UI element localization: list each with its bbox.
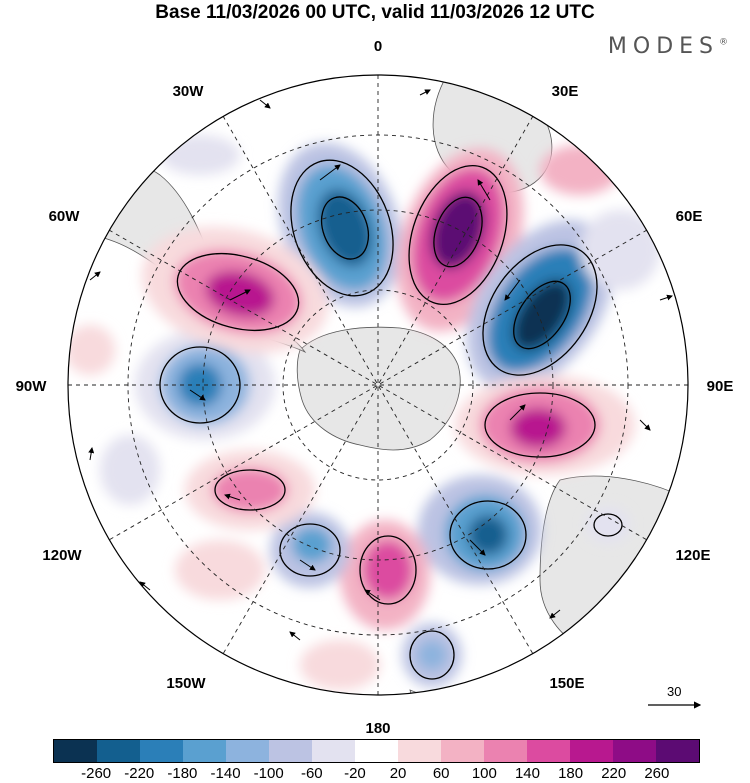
colorbar-swatch xyxy=(441,740,484,762)
colorbar-tick-label: 60 xyxy=(432,765,450,782)
colorbar-tick-label: -260 xyxy=(81,765,112,782)
colorbar-swatch xyxy=(656,740,699,762)
label-lon-30w: 30W xyxy=(173,83,205,100)
map-disk xyxy=(68,75,688,695)
anomaly-misc-weak xyxy=(68,135,660,690)
label-lon-60e: 60E xyxy=(676,208,703,225)
colorbar-tick-label: 260 xyxy=(644,765,670,782)
colorbar-tick-label: -20 xyxy=(344,765,366,782)
label-lon-150w: 150W xyxy=(166,675,206,692)
anomaly-negative-135E xyxy=(418,475,542,585)
label-lon-30e: 30E xyxy=(552,83,579,100)
colorbar-tick-label: 100 xyxy=(471,765,497,782)
colorbar-swatch xyxy=(312,740,355,762)
map-boundary xyxy=(67,74,689,696)
anomaly-negative-125E-small xyxy=(586,507,630,543)
colorbar-swatch xyxy=(570,740,613,762)
contour-lines xyxy=(159,159,623,680)
colorbar-ticks: -260 -220 -180 -140 -100 -60 -20 20 60 100 140 180 2… xyxy=(0,763,750,783)
colorbar-tick-label: 20 xyxy=(389,765,407,782)
anomaly-positive-100E xyxy=(455,375,635,475)
colorbar-tick-label: -60 xyxy=(300,765,323,782)
label-lon-180: 180 xyxy=(365,720,390,737)
colorbar-tick-label: -180 xyxy=(167,765,198,782)
graticule xyxy=(68,75,688,695)
modes-brand-logo: MODES® xyxy=(608,34,728,59)
anomaly-positive-170W xyxy=(340,520,430,630)
colorbar-tick-label: -220 xyxy=(124,765,155,782)
colorbar-swatch xyxy=(97,740,140,762)
label-lon-0: 0 xyxy=(374,38,382,55)
anomaly-positive-55W xyxy=(141,227,329,353)
colorbar-swatch xyxy=(355,740,398,762)
label-lon-60w: 60W xyxy=(49,208,81,225)
label-lon-120w: 120W xyxy=(42,547,82,564)
colorbar-swatch xyxy=(54,740,97,762)
colorbar-swatch xyxy=(484,740,527,762)
new-zealand xyxy=(409,689,441,695)
colorbar-swatch xyxy=(140,740,183,762)
colorbar-tick-label: 140 xyxy=(514,765,540,782)
map-title: Base 11/03/2026 00 UTC, valid 11/03/2026… xyxy=(155,2,595,23)
label-lon-90e: 90E xyxy=(707,378,734,395)
brand-registered-mark: ® xyxy=(719,37,728,48)
colorbar-tick-label: -140 xyxy=(210,765,241,782)
colorbar-tick-label: 220 xyxy=(601,765,627,782)
label-lon-120e: 120E xyxy=(675,547,710,564)
colorbar-swatch xyxy=(613,740,656,762)
colorbar xyxy=(53,739,700,763)
reference-vector-value: 30 xyxy=(667,684,682,699)
colorbar-swatch xyxy=(398,740,441,762)
antarctica xyxy=(296,326,461,451)
anomaly-negative-160E xyxy=(402,623,462,687)
label-lon-150e: 150E xyxy=(549,675,584,692)
colorbar-swatch xyxy=(269,740,312,762)
colorbar-tick-label: -100 xyxy=(253,765,284,782)
colorbar-swatch xyxy=(226,740,269,762)
colorbar-swatch xyxy=(183,740,226,762)
anomaly-positive-120W xyxy=(185,450,315,530)
label-lon-90w: 90W xyxy=(16,378,48,395)
colorbar-swatch xyxy=(527,740,570,762)
colorbar-tick-label: 180 xyxy=(558,765,584,782)
brand-text: MODES xyxy=(607,34,719,59)
